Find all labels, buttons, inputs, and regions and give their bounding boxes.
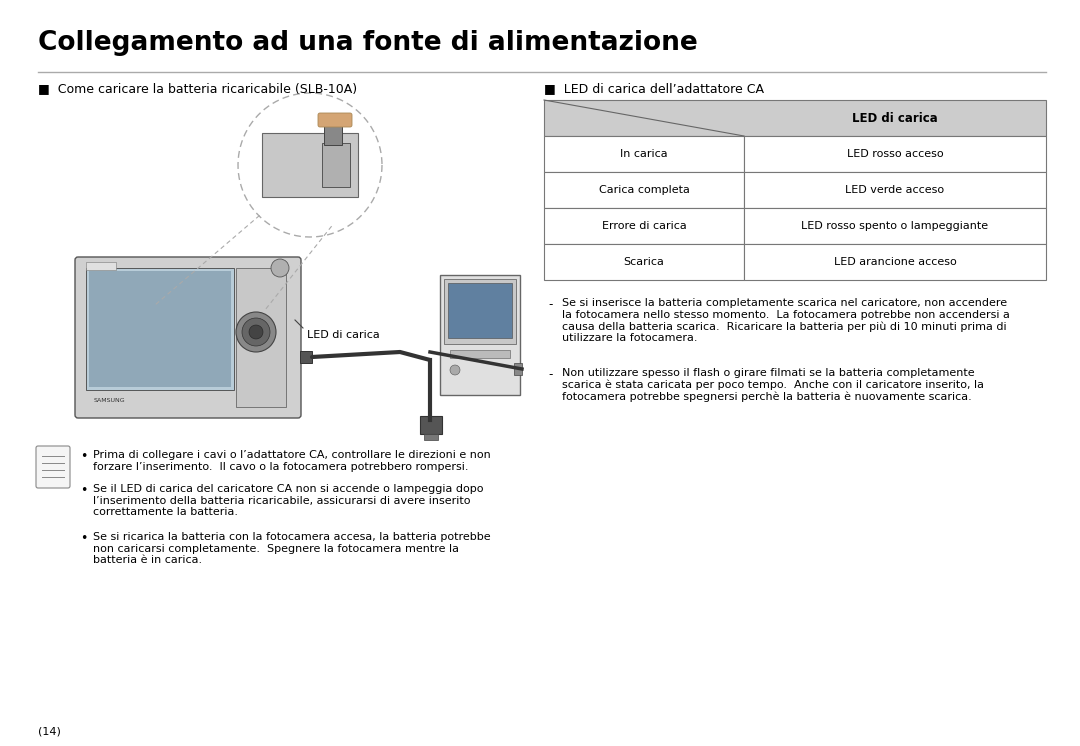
Text: In carica: In carica <box>620 149 667 159</box>
Text: •: • <box>80 484 87 497</box>
Circle shape <box>450 365 460 375</box>
Bar <box>86 268 234 390</box>
Bar <box>514 363 522 375</box>
Bar <box>448 283 512 338</box>
Bar <box>544 100 1047 136</box>
Bar <box>424 434 438 440</box>
FancyBboxPatch shape <box>36 446 70 488</box>
Text: Errore di carica: Errore di carica <box>602 221 687 231</box>
Text: ■  LED di carica dell’adattatore CA: ■ LED di carica dell’adattatore CA <box>544 82 764 95</box>
Circle shape <box>242 318 270 346</box>
Bar <box>744 136 1047 172</box>
Text: (14): (14) <box>38 726 60 736</box>
Text: ■  Come caricare la batteria ricaricabile (SLB-10A): ■ Come caricare la batteria ricaricabile… <box>38 82 357 95</box>
Circle shape <box>237 312 276 352</box>
Text: Prima di collegare i cavi o l’adattatore CA, controllare le direzioni e non
forz: Prima di collegare i cavi o l’adattatore… <box>93 450 490 471</box>
Bar <box>89 271 231 387</box>
Text: LED arancione acceso: LED arancione acceso <box>834 257 957 267</box>
Bar <box>420 416 442 434</box>
Text: Non utilizzare spesso il flash o girare filmati se la batteria completamente
sca: Non utilizzare spesso il flash o girare … <box>562 368 984 402</box>
Bar <box>262 133 357 197</box>
Bar <box>544 208 744 244</box>
Bar <box>744 208 1047 244</box>
Text: -: - <box>548 368 552 381</box>
Bar <box>544 244 744 280</box>
Bar <box>440 275 519 395</box>
Text: Se si inserisce la batteria completamente scarica nel caricatore, non accendere
: Se si inserisce la batteria completament… <box>562 298 1010 343</box>
Circle shape <box>271 259 289 277</box>
Bar <box>300 351 312 363</box>
Bar <box>544 172 744 208</box>
Text: Scarica: Scarica <box>623 257 664 267</box>
Circle shape <box>249 325 264 339</box>
Text: LED verde acceso: LED verde acceso <box>846 185 945 195</box>
Bar <box>744 244 1047 280</box>
Text: Se il LED di carica del caricatore CA non si accende o lampeggia dopo
l’inserime: Se il LED di carica del caricatore CA no… <box>93 484 484 517</box>
Text: •: • <box>80 450 87 463</box>
Text: Se si ricarica la batteria con la fotocamera accesa, la batteria potrebbe
non ca: Se si ricarica la batteria con la fotoca… <box>93 532 490 565</box>
Text: •: • <box>80 532 87 545</box>
Bar <box>322 143 350 187</box>
Bar <box>86 262 116 270</box>
Text: Carica completa: Carica completa <box>598 185 689 195</box>
Bar <box>544 136 744 172</box>
Bar <box>744 172 1047 208</box>
Bar <box>444 279 516 344</box>
FancyBboxPatch shape <box>318 113 352 127</box>
Text: LED rosso spento o lampeggiante: LED rosso spento o lampeggiante <box>801 221 988 231</box>
Text: SAMSUNG: SAMSUNG <box>94 398 125 403</box>
Text: LED di carica: LED di carica <box>307 330 380 340</box>
Text: LED rosso acceso: LED rosso acceso <box>847 149 943 159</box>
Bar <box>450 350 510 358</box>
Text: LED di carica: LED di carica <box>852 111 937 125</box>
Text: Collegamento ad una fonte di alimentazione: Collegamento ad una fonte di alimentazio… <box>38 30 698 56</box>
Text: -: - <box>548 298 552 311</box>
Bar <box>237 268 286 407</box>
FancyBboxPatch shape <box>75 257 301 418</box>
Bar <box>324 123 342 145</box>
